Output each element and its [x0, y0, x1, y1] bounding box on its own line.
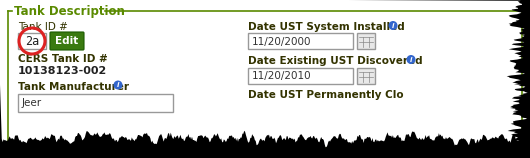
Bar	[357, 33, 375, 49]
Polygon shape	[346, 0, 530, 158]
Bar	[248, 33, 353, 49]
Text: 11/20/2000: 11/20/2000	[252, 36, 312, 46]
Bar	[18, 33, 46, 49]
FancyBboxPatch shape	[50, 32, 84, 50]
Text: Edit: Edit	[55, 36, 78, 46]
Text: 10138123-002: 10138123-002	[18, 66, 107, 76]
Text: Tank Manufacturer: Tank Manufacturer	[18, 82, 129, 92]
Circle shape	[407, 55, 416, 64]
Text: Tank Description: Tank Description	[14, 4, 125, 18]
Text: Tank ID #: Tank ID #	[18, 22, 68, 32]
Text: Jeer: Jeer	[22, 98, 42, 109]
Polygon shape	[0, 78, 530, 158]
Text: i: i	[392, 23, 394, 29]
Text: 2a: 2a	[25, 35, 39, 48]
Text: i: i	[117, 82, 119, 88]
Text: CERS Tank ID #: CERS Tank ID #	[18, 54, 108, 64]
Bar	[248, 68, 353, 84]
Bar	[18, 94, 173, 112]
Text: i: i	[410, 57, 412, 63]
Circle shape	[388, 21, 398, 30]
Text: Date UST Permanently Clo: Date UST Permanently Clo	[248, 90, 404, 100]
Circle shape	[113, 80, 122, 89]
Text: Date UST System Installed: Date UST System Installed	[248, 22, 405, 32]
Bar	[357, 68, 375, 84]
Text: 11/20/2010: 11/20/2010	[252, 72, 312, 82]
Text: Date Existing UST Discovered: Date Existing UST Discovered	[248, 56, 422, 66]
